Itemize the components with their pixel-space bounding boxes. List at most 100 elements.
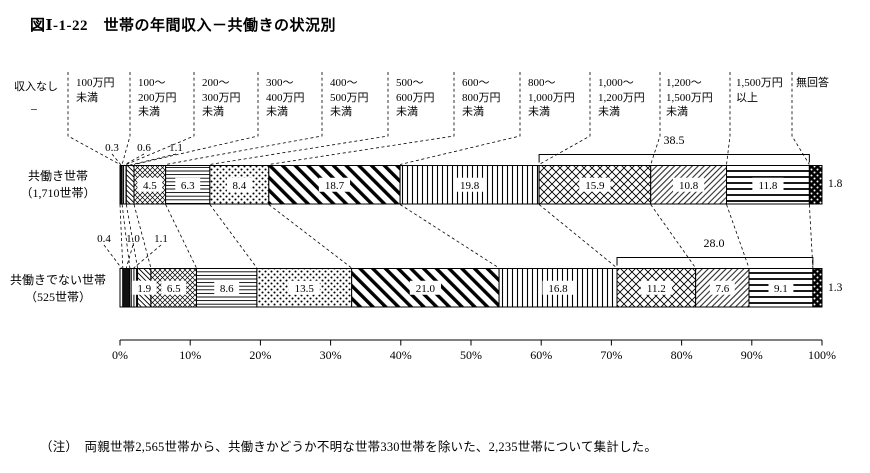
bar-segment-1-1 bbox=[122, 268, 131, 308]
header-leader-line bbox=[650, 72, 661, 165]
header-leader-line bbox=[268, 72, 455, 165]
header-leader-line bbox=[165, 72, 323, 165]
bracket-total-dual-income: 38.5 bbox=[663, 133, 685, 147]
x-axis-tick-label: 40% bbox=[390, 348, 412, 362]
value-label: 6.3 bbox=[181, 180, 195, 192]
between-bar-connector-line bbox=[209, 204, 258, 269]
value-box bbox=[288, 280, 320, 295]
value-box bbox=[579, 177, 611, 192]
no-income-dash: − bbox=[30, 102, 38, 117]
value-box bbox=[768, 280, 794, 295]
value-box bbox=[214, 280, 240, 295]
header-leader-line bbox=[400, 72, 521, 165]
header-leader-line bbox=[133, 72, 259, 165]
value-box bbox=[137, 177, 163, 192]
between-bar-connector-line bbox=[165, 204, 197, 269]
value-box bbox=[175, 177, 201, 192]
small-value-label: 1.1 bbox=[169, 142, 183, 154]
header-leader-line bbox=[209, 72, 389, 165]
between-bar-connector-line bbox=[119, 204, 124, 269]
value-box bbox=[131, 280, 157, 295]
value-label: 11.2 bbox=[647, 283, 666, 295]
value-box bbox=[640, 280, 672, 295]
category-header-9: 1,000～ 1,200万円 未満 bbox=[598, 77, 645, 119]
no-answer-value-not-dual-income: 1.3 bbox=[828, 282, 843, 294]
category-header-1: 100万円 未満 bbox=[76, 77, 115, 104]
series-label-dual-income: 共働き世帯 （1,710世帯） bbox=[20, 169, 96, 200]
category-header-7: 600～ 800万円 未満 bbox=[462, 77, 501, 119]
value-label: 11.8 bbox=[759, 180, 778, 192]
x-axis-tick-label: 30% bbox=[320, 348, 342, 362]
bar-segment-1-8 bbox=[498, 268, 618, 308]
value-box bbox=[752, 177, 784, 192]
category-header-10: 1,200～ 1,500万円 未満 bbox=[666, 77, 713, 119]
series-label-not-dual-income: 共働きでない世帯 （525世帯） bbox=[9, 273, 106, 304]
between-bar-connector-line bbox=[399, 204, 500, 269]
between-bar-connector-line bbox=[268, 204, 352, 269]
header-leader-line bbox=[791, 72, 810, 165]
x-axis-tick-label: 80% bbox=[671, 348, 693, 362]
value-box bbox=[161, 280, 187, 295]
value-box bbox=[318, 177, 351, 192]
bracket-total-not-dual-income: 28.0 bbox=[703, 236, 725, 250]
value-box bbox=[453, 177, 486, 192]
value-label: 19.8 bbox=[460, 180, 480, 192]
between-bar-connector-line bbox=[121, 204, 131, 269]
value-box bbox=[542, 280, 574, 295]
value-box bbox=[226, 177, 252, 192]
value-label: 8.6 bbox=[220, 283, 234, 295]
value-label: 7.6 bbox=[715, 283, 729, 295]
value-leader-line bbox=[125, 244, 134, 269]
category-header-4: 300～ 400万円 未満 bbox=[266, 77, 305, 119]
category-header-12: 無回答 bbox=[796, 77, 829, 89]
sum-bracket bbox=[538, 154, 810, 163]
small-value-label: 0.3 bbox=[105, 142, 119, 154]
bar-segment-0-2 bbox=[121, 165, 127, 205]
footnote: （注） 両親世帯2,565世帯から、共働きかどうか不明な世帯330世帯を除いた、… bbox=[40, 440, 658, 454]
value-label: 1.9 bbox=[137, 283, 151, 295]
header-leader-line bbox=[67, 72, 121, 165]
category-header-2: 100～ 200万円 未満 bbox=[138, 77, 177, 119]
value-leader-line bbox=[133, 244, 162, 269]
category-header-6: 500～ 600万円 未満 bbox=[396, 77, 435, 119]
value-label: 4.5 bbox=[143, 180, 157, 192]
value-label: 10.8 bbox=[679, 180, 699, 192]
bar-segment-1-12 bbox=[812, 268, 823, 308]
value-box bbox=[673, 177, 705, 192]
no-answer-value-dual-income: 1.8 bbox=[828, 178, 843, 190]
bar-segment-0-8 bbox=[399, 165, 540, 205]
value-label: 13.5 bbox=[295, 283, 315, 295]
value-label: 15.9 bbox=[585, 180, 605, 192]
x-axis-tick-label: 60% bbox=[530, 348, 552, 362]
value-label: 18.7 bbox=[325, 180, 345, 192]
between-bar-connector-line bbox=[650, 204, 696, 269]
value-label: 16.8 bbox=[548, 283, 568, 295]
between-bar-connector-line bbox=[538, 204, 618, 269]
category-header-5: 400～ 500万円 未満 bbox=[330, 77, 369, 119]
sum-bracket bbox=[616, 257, 814, 266]
value-label: 8.4 bbox=[232, 180, 246, 192]
figure-title: 図Ⅰ-1-22 世帯の年間収入－共働きの状況別 bbox=[30, 18, 337, 34]
small-value-label: 0.6 bbox=[137, 142, 151, 154]
value-box bbox=[409, 280, 441, 295]
x-axis-tick-label: 20% bbox=[249, 348, 271, 362]
small-value-label: 0.4 bbox=[97, 233, 111, 245]
bar-segment-0-3 bbox=[125, 165, 135, 205]
value-label: 21.0 bbox=[416, 283, 436, 295]
x-axis-tick-label: 90% bbox=[741, 348, 763, 362]
value-label: 9.1 bbox=[774, 283, 788, 295]
small-value-label: 1.1 bbox=[154, 233, 168, 245]
category-header-3: 200～ 300万円 未満 bbox=[202, 77, 241, 119]
category-header-0: 収入なし bbox=[14, 81, 58, 93]
value-leader-line bbox=[103, 244, 122, 269]
value-label: 6.5 bbox=[167, 283, 181, 295]
between-bar-connector-line bbox=[808, 204, 814, 269]
x-axis-tick-label: 100% bbox=[808, 348, 836, 362]
header-leader-line bbox=[726, 72, 731, 165]
x-axis-tick-label: 70% bbox=[600, 348, 622, 362]
value-leader-line bbox=[130, 153, 177, 166]
header-leader-line bbox=[538, 72, 591, 165]
header-leader-line bbox=[126, 72, 195, 165]
